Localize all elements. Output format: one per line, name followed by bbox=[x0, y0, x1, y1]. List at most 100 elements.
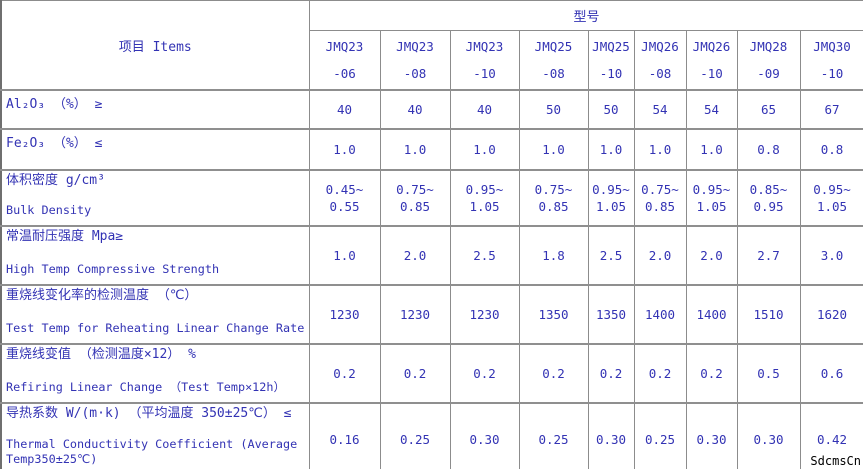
value-cell: 50 bbox=[587, 89, 635, 130]
model-header-cell: 型号 bbox=[308, 0, 863, 31]
model-column-header: JMQ25 -10 bbox=[587, 30, 635, 91]
value-cell: 0.2 bbox=[685, 343, 738, 404]
value-cell: 0.30 bbox=[587, 402, 635, 469]
value-cell: 2.0 bbox=[633, 225, 687, 286]
model-name: JMQ25 bbox=[592, 39, 630, 54]
value-cell: 2.7 bbox=[736, 225, 801, 286]
model-grade: -08 bbox=[542, 66, 565, 81]
model-name: JMQ26 bbox=[692, 39, 731, 54]
row-label-reheating-test-temp: 重烧线变化率的检测温度 （℃） Test Temp for Reheating L… bbox=[0, 284, 310, 345]
value-cell: 0.16 bbox=[308, 402, 381, 469]
model-name: JMQ26 bbox=[641, 39, 679, 54]
value-cell: 0.25 bbox=[379, 402, 451, 469]
value-cell: 0.5 bbox=[736, 343, 801, 404]
value-cell: 0.95~ 1.05 bbox=[685, 169, 738, 227]
value-cell: 2.0 bbox=[379, 225, 451, 286]
header-row-model-names: JMQ23 -06 JMQ23 -08 JMQ23 -10 JMQ25 -08 JMQ2… bbox=[1, 30, 863, 91]
model-grade: -10 bbox=[599, 66, 623, 81]
model-name: JMQ23 bbox=[396, 39, 434, 54]
value-cell: 0.95~ 1.05 bbox=[449, 169, 520, 227]
value-cell: 1620 bbox=[799, 284, 863, 345]
value-cell: 1.0 bbox=[685, 128, 738, 171]
value-cell: 0.25 bbox=[518, 402, 589, 469]
row-label-compressive-strength: 常温耐压强度 Mpa≥ High Temp Compressive Strengt… bbox=[0, 225, 310, 286]
value-cell: 1400 bbox=[633, 284, 687, 345]
value-cell: 40 bbox=[449, 89, 520, 130]
value-cell: 1350 bbox=[587, 284, 635, 345]
value-cell: 65 bbox=[736, 89, 801, 130]
value-cell: 0.30 bbox=[736, 402, 801, 469]
row-fe2o3: Fe₂O₃ （%） ≤ 1.0 1.0 1.0 1.0 1.0 1.0 1.0 … bbox=[0, 128, 863, 171]
model-name: JMQ30 bbox=[813, 39, 851, 54]
row-label-bulk-density: 体积密度 g/cm³ Bulk Density bbox=[0, 169, 310, 227]
value-cell: 40 bbox=[379, 89, 451, 130]
value-cell: 2.0 bbox=[685, 225, 738, 286]
value-cell: 1230 bbox=[308, 284, 381, 345]
value-cell: 1.8 bbox=[518, 225, 589, 286]
value-cell: 1230 bbox=[449, 284, 520, 345]
value-cell: 2.5 bbox=[587, 225, 635, 286]
model-grade: -10 bbox=[700, 66, 723, 81]
value-cell: 1.0 bbox=[518, 128, 589, 171]
value-cell: 1.0 bbox=[587, 128, 635, 171]
watermark-text: SdcmsCn bbox=[808, 454, 861, 468]
model-grade: -09 bbox=[757, 66, 780, 81]
value-cell: 0.8 bbox=[736, 128, 801, 171]
model-name: JMQ28 bbox=[749, 39, 788, 54]
header-row-model: 项目 Items 型号 bbox=[0, 0, 863, 91]
value-cell: 0.45~ 0.55 bbox=[308, 169, 381, 227]
value-cell: 0.2 bbox=[308, 343, 381, 404]
model-column-header: JMQ26 -08 bbox=[633, 30, 687, 91]
value-cell: 0.8 bbox=[799, 128, 863, 171]
value-cell: 0.2 bbox=[633, 343, 687, 404]
model-name: JMQ25 bbox=[534, 39, 573, 54]
value-cell: 0.6 bbox=[799, 343, 863, 404]
value-cell: 0.2 bbox=[518, 343, 589, 404]
value-cell: 67 bbox=[799, 89, 863, 130]
row-refiring-linear-change: 重烧线变值 （检测温度×12） % Refiring Linear Change … bbox=[0, 343, 863, 404]
row-bulk-density: 体积密度 g/cm³ Bulk Density 0.45~ 0.55 0.75~ … bbox=[0, 169, 863, 227]
value-cell: 0.30 bbox=[449, 402, 520, 469]
model-column-header: JMQ28 -09 bbox=[736, 30, 801, 91]
value-cell: 0.75~ 0.85 bbox=[633, 169, 687, 227]
model-column-header: JMQ23 -06 bbox=[308, 30, 381, 91]
model-name: JMQ23 bbox=[465, 39, 504, 54]
value-cell: 1510 bbox=[736, 284, 801, 345]
model-column-header: JMQ23 -10 bbox=[449, 30, 520, 91]
value-cell: 0.25 bbox=[633, 402, 687, 469]
value-cell: 0.75~ 0.85 bbox=[518, 169, 589, 227]
value-cell: 1.0 bbox=[633, 128, 687, 171]
value-cell: 50 bbox=[518, 89, 589, 130]
value-cell: 40 bbox=[308, 89, 381, 130]
row-al2o3: Al₂O₃ （%） ≥ 40 40 40 50 50 54 54 65 67 bbox=[0, 89, 863, 130]
value-cell: 54 bbox=[633, 89, 687, 130]
model-column-header: JMQ23 -08 bbox=[379, 30, 451, 91]
value-cell: 2.5 bbox=[449, 225, 520, 286]
value-cell: 0.95~ 1.05 bbox=[587, 169, 635, 227]
value-cell: 0.2 bbox=[379, 343, 451, 404]
value-cell: 54 bbox=[685, 89, 738, 130]
model-column-header: JMQ25 -08 bbox=[518, 30, 589, 91]
model-grade: -08 bbox=[648, 66, 672, 81]
value-cell: 1.0 bbox=[308, 128, 381, 171]
value-cell: 0.2 bbox=[449, 343, 520, 404]
row-reheating-test-temp: 重烧线变化率的检测温度 （℃） Test Temp for Reheating L… bbox=[0, 284, 863, 345]
value-cell: 0.2 bbox=[587, 343, 635, 404]
value-cell: 1400 bbox=[685, 284, 738, 345]
model-column-header: JMQ30 -10 bbox=[799, 30, 863, 91]
row-thermal-conductivity: 导热系数 W/(m·k) （平均温度 350±25℃） ≤ Thermal Con… bbox=[0, 402, 863, 469]
value-cell: 1.0 bbox=[308, 225, 381, 286]
row-label-fe2o3: Fe₂O₃ （%） ≤ bbox=[0, 128, 310, 171]
value-cell: 0.75~ 0.85 bbox=[379, 169, 451, 227]
value-cell: 0.85~ 0.95 bbox=[736, 169, 801, 227]
value-cell: 1350 bbox=[518, 284, 589, 345]
model-name: JMQ23 bbox=[325, 39, 364, 54]
model-grade: -06 bbox=[333, 66, 356, 81]
model-grade: -10 bbox=[473, 66, 496, 81]
model-column-header: JMQ26 -10 bbox=[685, 30, 738, 91]
value-cell: 0.30 bbox=[685, 402, 738, 469]
model-grade: -10 bbox=[820, 66, 844, 81]
value-cell: 1.0 bbox=[379, 128, 451, 171]
row-label-refiring-linear-change: 重烧线变值 （检测温度×12） % Refiring Linear Change … bbox=[0, 343, 310, 404]
